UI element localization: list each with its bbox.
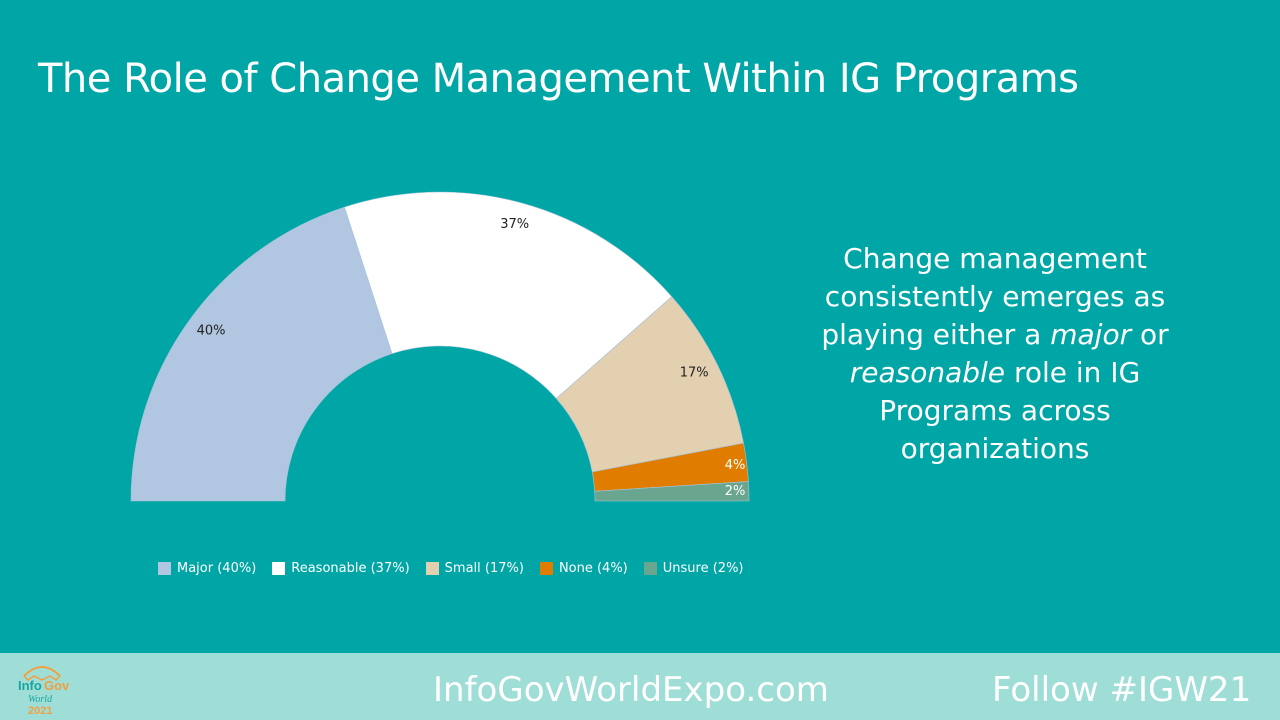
summary-text: Change management consistently emerges a… <box>800 240 1190 468</box>
legend-label: Unsure (2%) <box>662 561 744 576</box>
legend-label: None (4%) <box>558 561 628 576</box>
footer-hashtag: Follow #IGW21 <box>992 670 1252 710</box>
infogov-world-logo: Info Gov World 2021 <box>18 666 70 716</box>
data-label: 17% <box>680 365 709 380</box>
legend-label: Small (17%) <box>444 561 524 576</box>
svg-text:Info: Info <box>18 678 42 693</box>
legend-item: Small (17%) <box>425 561 524 576</box>
footer-bar <box>0 653 1280 720</box>
svg-text:2021: 2021 <box>28 705 52 716</box>
chart-legend: Major (40%) Reasonable (37%) Small (17%)… <box>158 561 744 576</box>
note-text: role in IG Programs across organizations <box>879 356 1141 465</box>
slide-title: The Role of Change Management Within IG … <box>38 56 1079 102</box>
footer-website-link[interactable]: InfoGovWorldExpo.com <box>433 670 829 710</box>
slice-unsure <box>594 481 750 502</box>
legend-item: Reasonable (37%) <box>272 561 410 576</box>
legend-swatch <box>539 562 553 575</box>
svg-text:World: World <box>28 694 53 705</box>
slice-reasonable <box>344 191 673 399</box>
svg-text:Gov: Gov <box>44 678 70 693</box>
data-label: 4% <box>725 458 746 473</box>
legend-swatch <box>643 562 657 575</box>
note-emphasis: major <box>1050 318 1132 351</box>
legend-label: Major (40%) <box>177 561 257 576</box>
data-label: 40% <box>197 324 226 339</box>
slice-major <box>130 206 393 502</box>
legend-item: None (4%) <box>539 561 628 576</box>
legend-swatch <box>158 562 171 575</box>
data-label: 2% <box>725 484 746 499</box>
note-text: or <box>1131 318 1169 351</box>
note-emphasis: reasonable <box>849 356 1006 389</box>
legend-item: Unsure (2%) <box>643 561 744 576</box>
data-label: 37% <box>500 217 529 232</box>
note-text: Change management consistently emerges a… <box>821 242 1166 351</box>
legend-swatch <box>425 562 439 575</box>
legend-label: Reasonable (37%) <box>291 561 410 576</box>
legend-item: Major (40%) <box>158 561 256 576</box>
legend-swatch <box>272 562 286 575</box>
